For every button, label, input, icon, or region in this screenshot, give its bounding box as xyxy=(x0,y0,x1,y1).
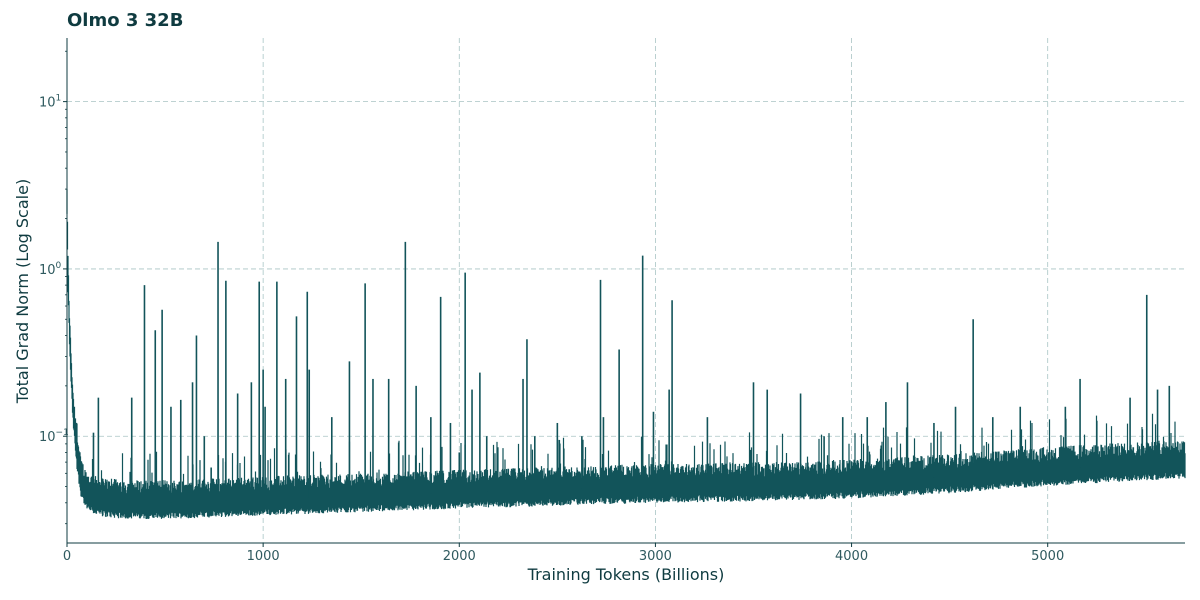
x-tick-label: 2000 xyxy=(443,549,476,564)
y-tick-label: 101 xyxy=(39,94,61,111)
y-tick-label: 100 xyxy=(39,261,62,278)
series-layer xyxy=(66,189,1186,519)
y-tick-label: 10−1 xyxy=(39,428,69,445)
x-axis-label: Training Tokens (Billions) xyxy=(527,565,725,584)
ticks: 0 1000 2000 3000 4000 5000 10−1 100 101 xyxy=(39,50,1064,564)
chart-title: Olmo 3 32B xyxy=(67,10,184,31)
axes xyxy=(66,38,1185,544)
series-line xyxy=(66,189,1186,519)
x-tick-label: 0 xyxy=(63,549,71,564)
grid xyxy=(67,38,1185,543)
x-tick-label: 5000 xyxy=(1031,549,1064,564)
x-tick-label: 3000 xyxy=(639,549,672,564)
x-tick-label: 4000 xyxy=(835,549,868,564)
x-tick-label: 1000 xyxy=(247,549,280,564)
y-axis-label: Total Grad Norm (Log Scale) xyxy=(13,179,32,404)
